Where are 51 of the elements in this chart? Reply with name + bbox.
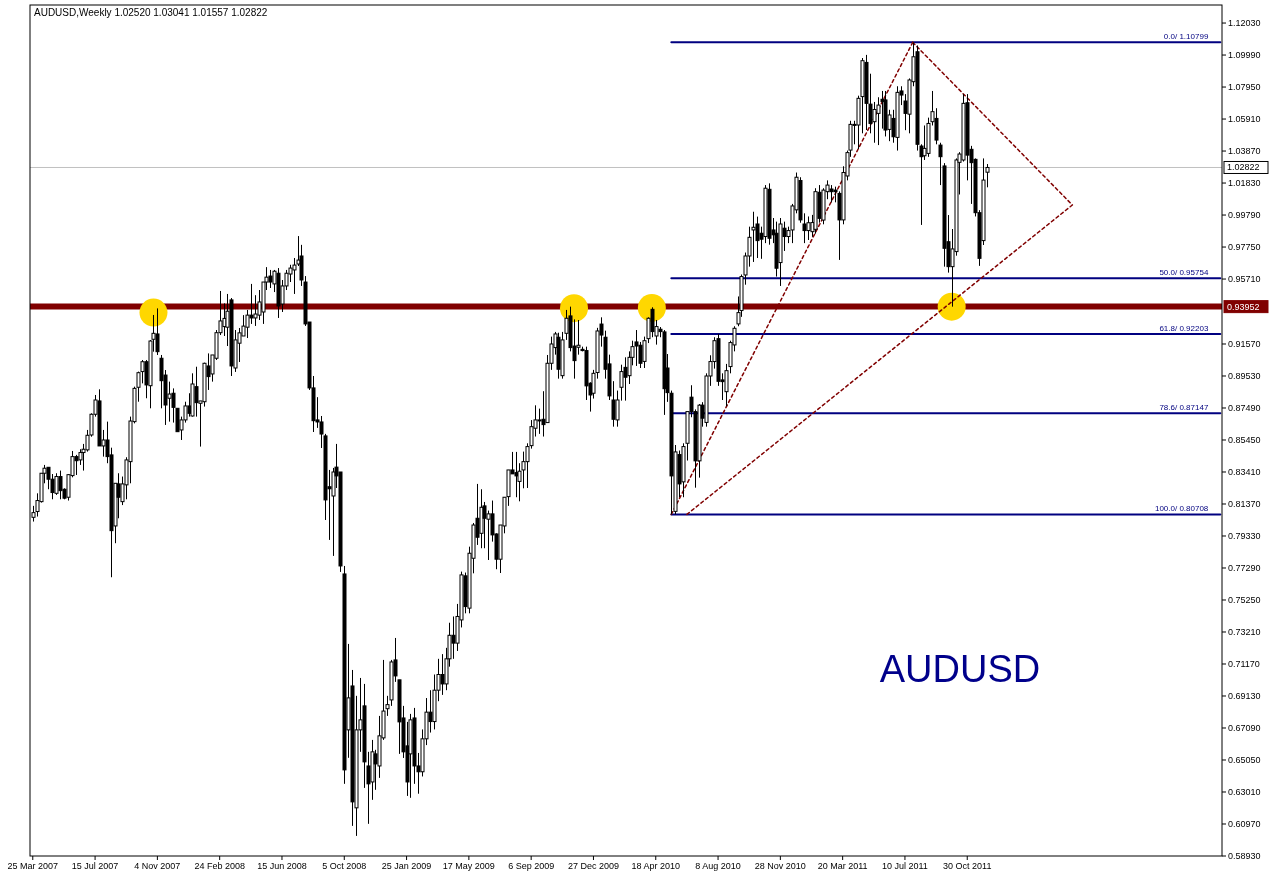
y-tick-label: 0.75250 — [1228, 594, 1261, 605]
y-tick-label: 0.73210 — [1228, 626, 1261, 637]
x-tick-label: 15 Jun 2008 — [257, 861, 307, 871]
series-label: 61.8/ 0.92203 — [1159, 324, 1209, 334]
y-tick-label: 1.12030 — [1228, 18, 1261, 29]
y-tick-label: 0.71170 — [1228, 659, 1260, 669]
series-label: 50.0/ 0.95754 — [1159, 268, 1209, 278]
y-tick-label: 0.65050 — [1228, 755, 1261, 765]
x-tick-label: 4 Nov 2007 — [134, 861, 181, 871]
y-tick-label: 1.09990 — [1228, 50, 1261, 61]
series-label: 100.0/ 0.80708 — [1154, 504, 1209, 514]
y-tick-label: 0.97750 — [1228, 242, 1261, 253]
ref-line-label: 1.02822 — [1227, 162, 1260, 173]
y-tick-label: 0.81370 — [1228, 498, 1261, 509]
x-tick-label: 8 Aug 2010 — [695, 861, 741, 871]
x-tick-label: 15 Jul 2007 — [71, 861, 119, 871]
y-tick-label: 0.77290 — [1228, 562, 1261, 573]
series-label: 78.6/ 0.87147 — [1159, 403, 1209, 413]
y-tick-label: 0.67090 — [1228, 723, 1261, 733]
x-tick-label: 24 Feb 2008 — [194, 861, 245, 871]
y-tick-label: 0.91570 — [1228, 338, 1261, 349]
y-tick-label: 0.89530 — [1228, 370, 1261, 381]
y-tick-label: 1.01830 — [1228, 178, 1261, 189]
series-label: 0.0/ 1.10799 — [1163, 32, 1209, 42]
x-tick-label: 10 Jul 2011 — [882, 861, 928, 871]
y-tick-label: 0.69130 — [1228, 691, 1261, 701]
y-tick-label: 0.85450 — [1228, 434, 1261, 445]
x-tick-label: 25 Jan 2009 — [381, 861, 432, 871]
x-tick-label: 25 Mar 2007 — [7, 861, 59, 871]
ref-line-label: 0.93952 — [1227, 301, 1260, 312]
x-tick-label: 30 Oct 2011 — [943, 861, 992, 871]
y-tick-label: 1.05910 — [1228, 114, 1261, 125]
y-tick-label: 0.99790 — [1228, 210, 1261, 221]
y-tick-label: 0.83410 — [1228, 466, 1261, 477]
y-tick-label: 0.63010 — [1228, 787, 1261, 797]
y-tick-label: 0.58930 — [1228, 851, 1261, 861]
y-tick-label: 0.95710 — [1228, 274, 1261, 285]
x-tick-label: 27 Dec 2009 — [567, 861, 619, 871]
x-tick-label: 20 Mar 2011 — [817, 861, 868, 871]
chart-title: AUDUSD,Weekly 1.02520 1.03041 1.01557 1.02822 — [34, 7, 268, 18]
annotation: AUDUSD — [879, 648, 1041, 690]
x-tick-label: 5 Oct 2008 — [322, 861, 367, 871]
x-tick-label: 18 Apr 2010 — [631, 861, 681, 871]
y-tick-label: 1.03870 — [1228, 146, 1261, 157]
y-tick-label: 0.87490 — [1228, 402, 1261, 413]
x-tick-label: 28 Nov 2010 — [754, 861, 806, 871]
x-tick-label: 6 Sep 2009 — [508, 861, 555, 871]
y-tick-label: 0.79330 — [1228, 530, 1261, 541]
x-tick-label: 17 May 2009 — [442, 861, 495, 871]
y-tick-label: 0.60970 — [1228, 819, 1261, 829]
y-tick-label: 1.07950 — [1228, 82, 1261, 93]
